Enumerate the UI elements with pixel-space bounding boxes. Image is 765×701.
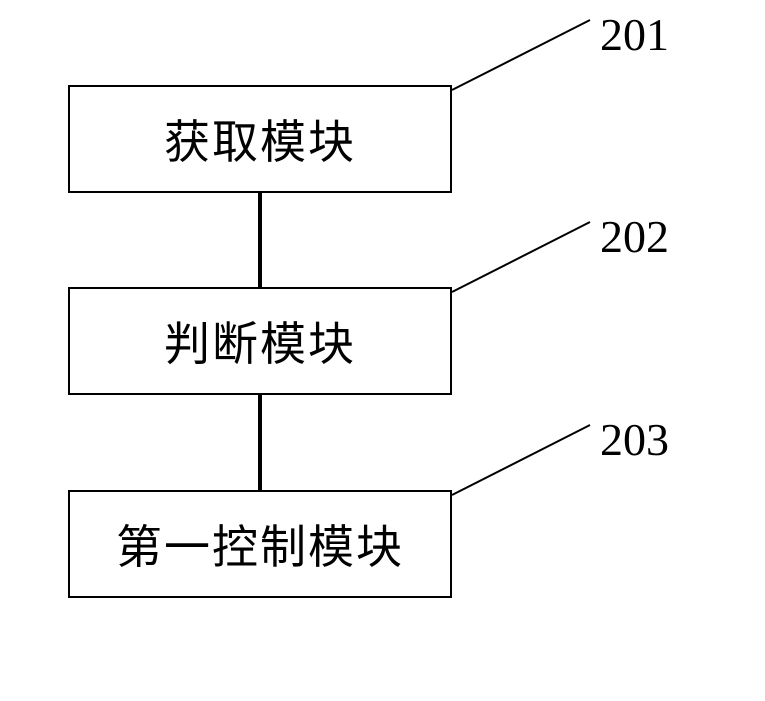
diagram-canvas: 获取模块 判断模块 第一控制模块 201 202 203 — [0, 0, 765, 701]
ref-label-203: 203 — [600, 413, 669, 466]
leader-line-203 — [0, 0, 765, 701]
